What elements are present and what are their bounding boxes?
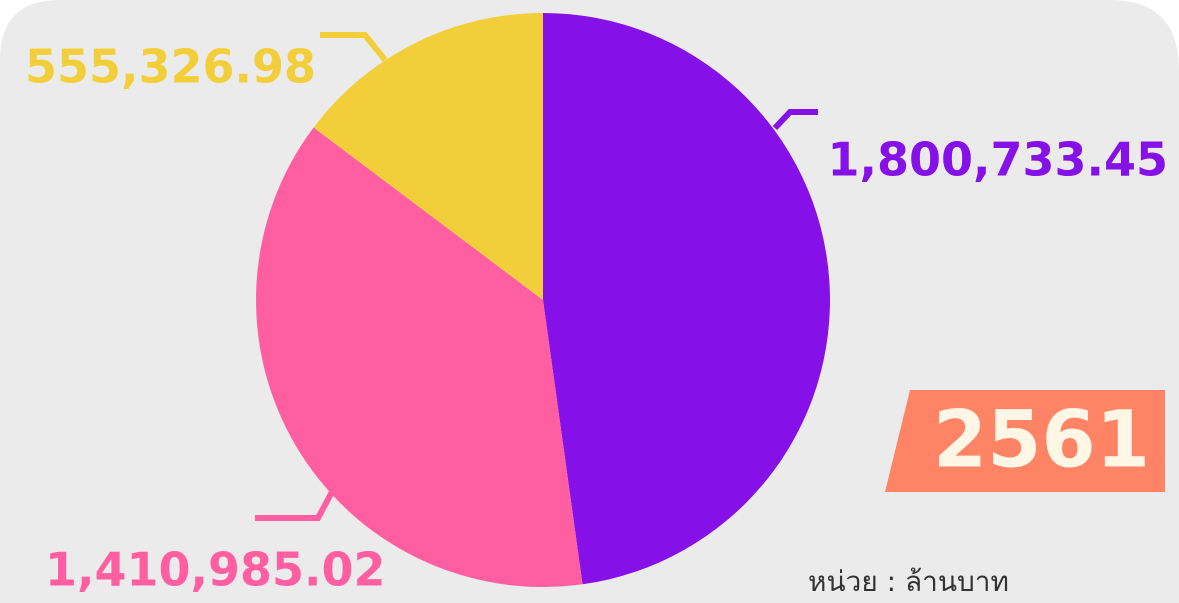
leader-line	[320, 32, 388, 62]
year-label: 2561	[933, 395, 1150, 485]
unit-label: หน่วย : ล้านบาท	[808, 565, 1009, 598]
year-badge	[885, 390, 1165, 492]
leader-line	[772, 109, 818, 131]
pie-slice	[255, 127, 583, 587]
value-label: 555,326.98	[25, 40, 316, 94]
value-label: 1,410,985.02	[45, 543, 386, 597]
leader-line	[255, 488, 336, 521]
value-label: 1,800,733.45	[828, 133, 1169, 187]
pie-slice	[543, 13, 830, 585]
pie-slice	[313, 13, 543, 300]
